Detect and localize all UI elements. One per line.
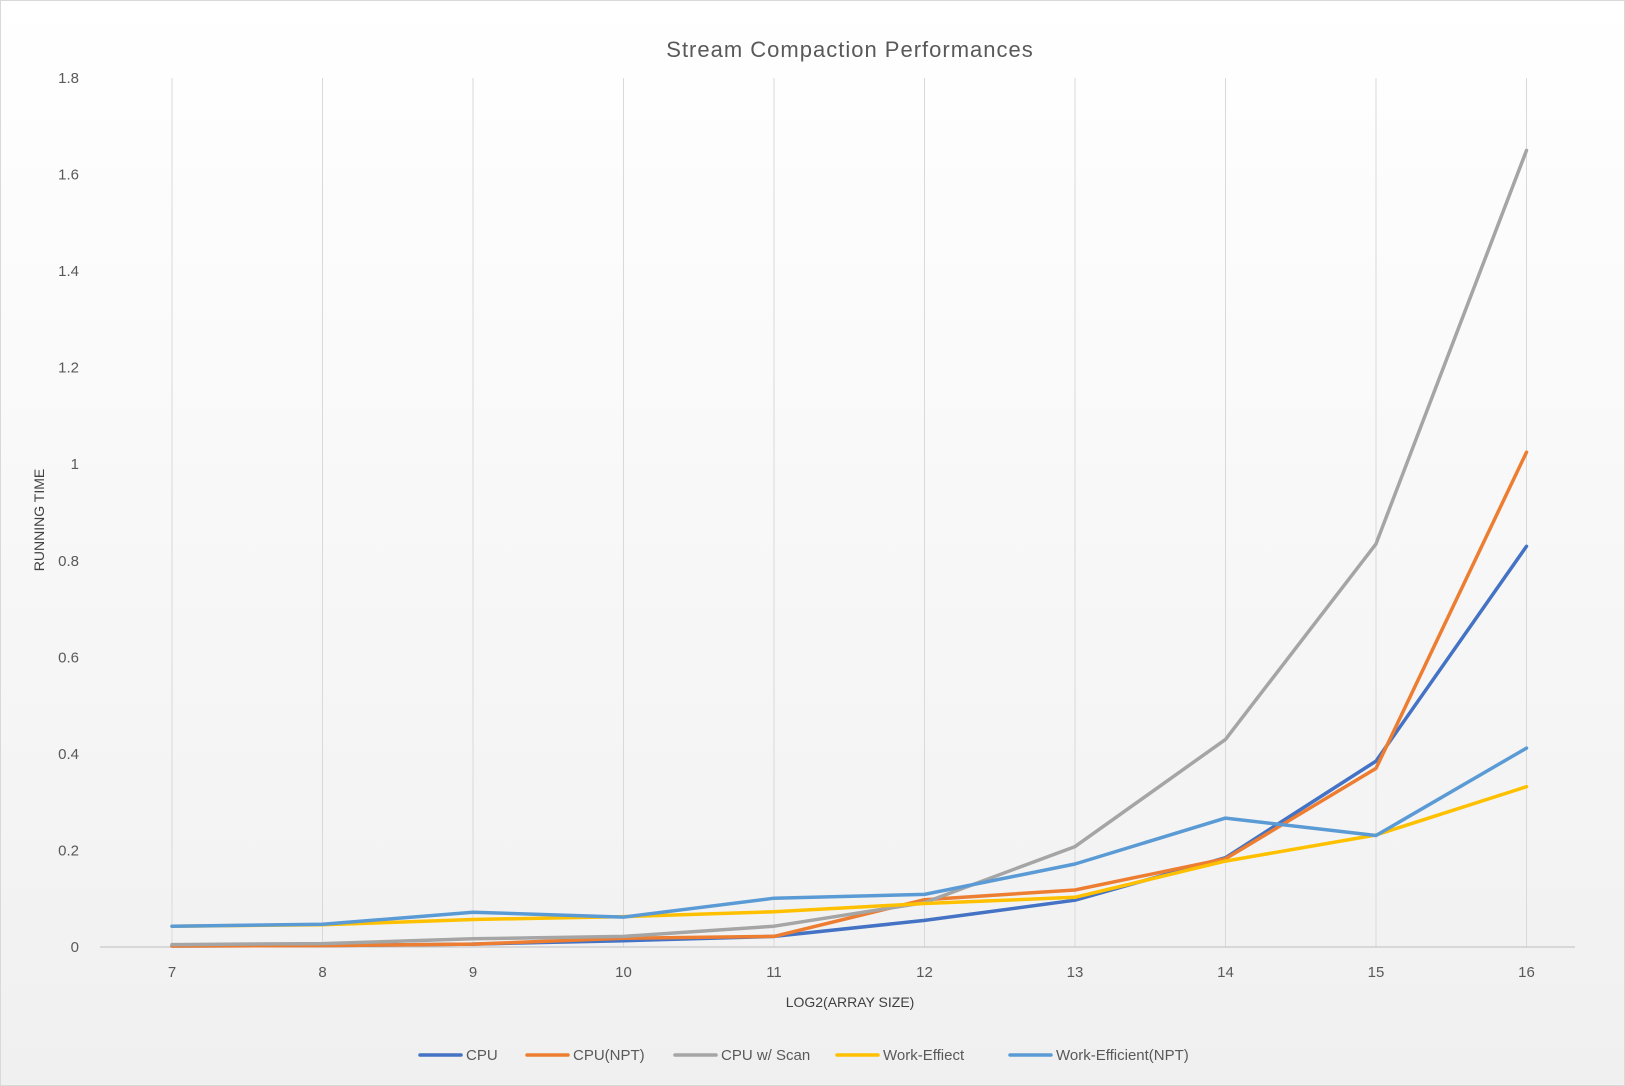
series-line: [170, 148, 1529, 947]
y-tick-label: 0.6: [58, 649, 79, 666]
legend: CPU CPU(NPT) CPU w/ Scan Work-Effiect Work-E…: [418, 1047, 1189, 1064]
x-tick-label: 14: [1217, 964, 1234, 981]
y-tick-label: 1.6: [58, 167, 79, 184]
x-tick-label: 8: [318, 964, 326, 981]
legend-label: CPU: [466, 1047, 498, 1064]
y-tick-label: 0.4: [58, 746, 79, 763]
x-tick-label: 9: [469, 964, 477, 981]
y-tick-label: 0.8: [58, 553, 79, 570]
x-tick-label: 12: [916, 964, 933, 981]
x-tick-label: 10: [615, 964, 632, 981]
y-tick-label: 1.4: [58, 263, 79, 280]
series-line: [170, 450, 1529, 948]
legend-label: CPU(NPT): [573, 1047, 645, 1064]
x-tick-label: 11: [766, 964, 782, 981]
x-tick-label: 7: [168, 964, 176, 981]
series-line: [170, 746, 1529, 928]
series-lines: [170, 148, 1529, 948]
x-tick-label: 16: [1518, 964, 1535, 981]
gridlines: [171, 78, 1527, 947]
axes: 7 8 9 10 11 12 13 14 15 16 0 0.2 0.4 0.6 0.8 1 1.2 1.4 1.6…: [58, 70, 1575, 981]
y-tick-label: 1: [71, 456, 79, 473]
x-tick-label: 13: [1067, 964, 1084, 981]
series-line: [170, 784, 1529, 928]
y-tick-label: 1.8: [58, 70, 79, 87]
y-tick-label: 1.2: [58, 360, 79, 377]
legend-label: CPU w/ Scan: [721, 1047, 810, 1064]
x-tick-label: 15: [1368, 964, 1385, 981]
x-axis-title: LOG2(ARRAY SIZE): [786, 994, 915, 1010]
y-axis-title: RUNNING TIME: [31, 469, 47, 571]
legend-label: Work-Effiect: [883, 1047, 965, 1064]
y-tick-label: 0.2: [58, 842, 79, 859]
legend-label: Work-Efficient(NPT): [1056, 1047, 1189, 1064]
chart-title: Stream Compaction Performances: [666, 37, 1033, 62]
y-tick-label: 0: [71, 939, 79, 956]
